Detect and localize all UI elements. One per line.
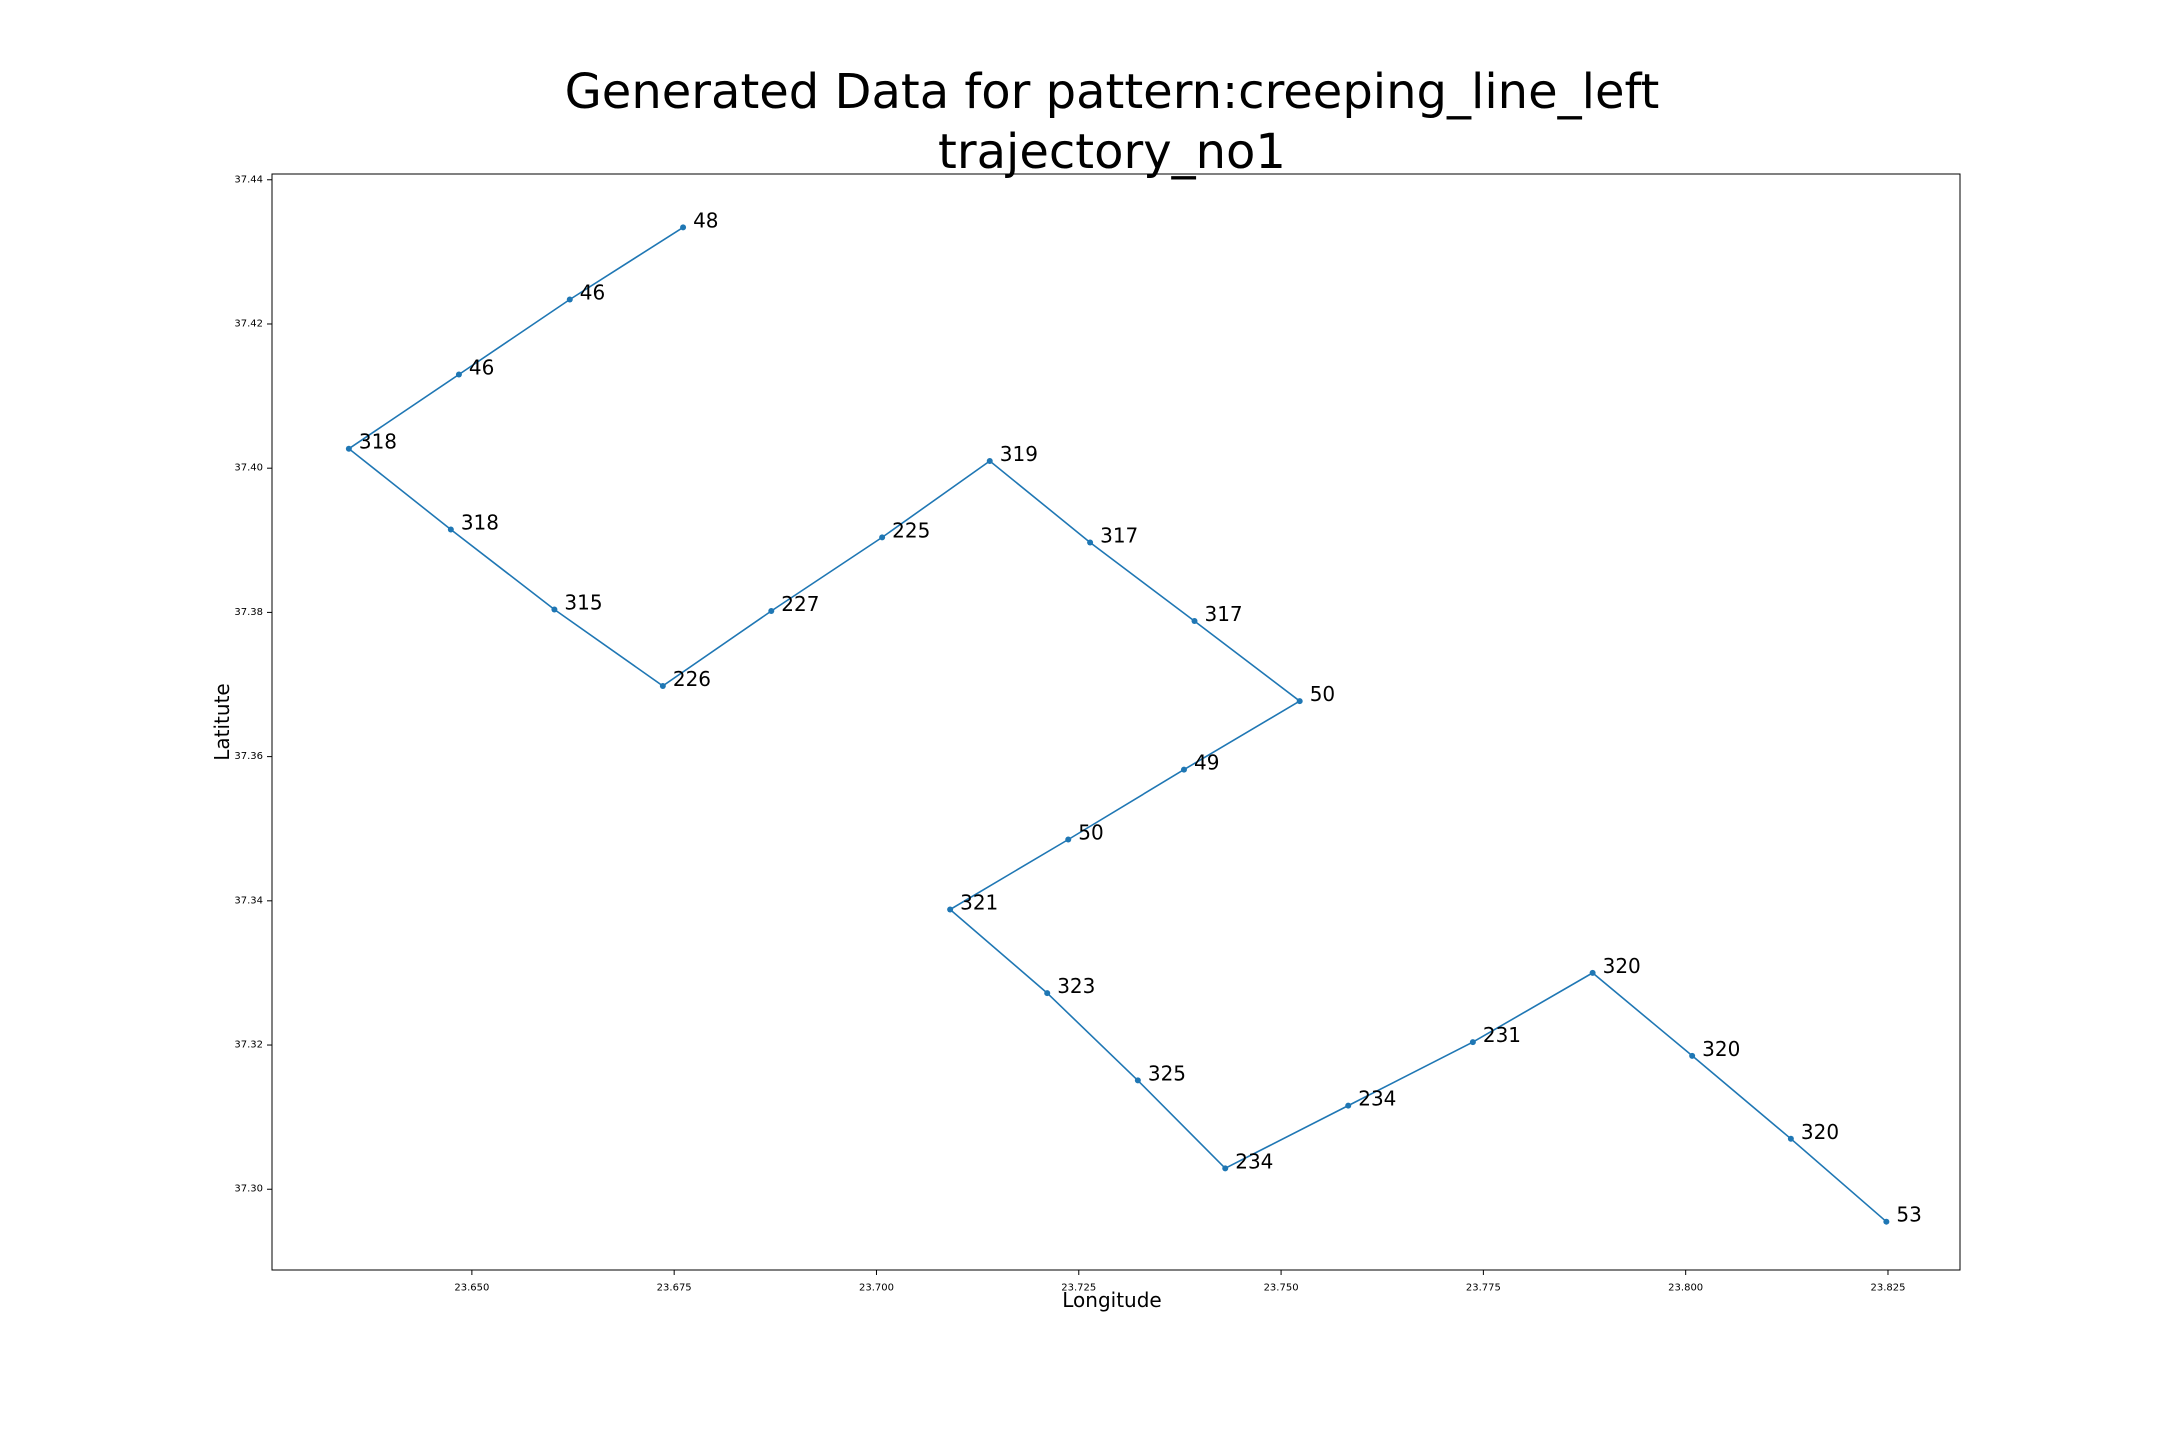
y-tick-label: 37.36 <box>234 751 263 762</box>
trajectory-point-labels: 48 46 46 318 318 315 226 227 225 319 317 317 50 49 50 3… <box>359 208 1922 1226</box>
trajectory-point-label: 321 <box>960 890 998 914</box>
x-tick-label: 23.675 <box>657 1282 692 1293</box>
trajectory-point <box>986 457 993 464</box>
trajectory-point-label: 317 <box>1204 602 1242 626</box>
x-axis-label: Longitude <box>1062 1288 1161 1312</box>
trajectory-point-label: 320 <box>1603 954 1641 978</box>
trajectory-point-label: 46 <box>469 355 494 379</box>
y-tick-label: 37.44 <box>234 174 263 185</box>
trajectory-point-label: 48 <box>693 208 718 232</box>
trajectory-point-label: 227 <box>781 592 819 616</box>
y-tick-label: 37.40 <box>234 463 263 474</box>
trajectory-point-label: 49 <box>1194 751 1219 775</box>
trajectory-point-label: 315 <box>564 591 602 615</box>
trajectory-point-label: 231 <box>1483 1023 1521 1047</box>
trajectory-point <box>1087 539 1094 546</box>
trajectory-point <box>1589 969 1596 976</box>
trajectory-point <box>1180 766 1187 773</box>
trajectory-point <box>447 526 454 533</box>
trajectory-point <box>1689 1052 1696 1059</box>
trajectory-point <box>1191 618 1198 625</box>
trajectory-point-label: 234 <box>1235 1149 1273 1173</box>
trajectory-point-label: 320 <box>1702 1037 1740 1061</box>
trajectory-point <box>455 371 462 378</box>
trajectory-point-label: 226 <box>673 667 711 691</box>
y-tick-label: 37.38 <box>234 607 263 618</box>
chart-title-line-2: trajectory_no1 <box>938 124 1286 180</box>
trajectory-point-label: 53 <box>1896 1203 1921 1227</box>
trajectory-point <box>1044 990 1051 997</box>
trajectory-points <box>345 224 1890 1225</box>
y-tick-label: 37.32 <box>234 1040 263 1051</box>
y-axis-ticks: 37.30 37.32 37.34 37.36 37.38 37.40 37.42 37.44 <box>234 174 272 1195</box>
y-tick-label: 37.34 <box>234 895 263 906</box>
trajectory-point-label: 225 <box>892 518 930 542</box>
trajectory-point <box>345 445 352 452</box>
x-tick-label: 23.775 <box>1466 1282 1501 1293</box>
trajectory-point-label: 320 <box>1801 1120 1839 1144</box>
trajectory-point-label: 318 <box>359 430 397 454</box>
trajectory-point-label: 323 <box>1057 974 1095 998</box>
y-axis-label: Latitute <box>210 683 234 760</box>
x-axis-ticks: 23.650 23.675 23.700 23.725 23.750 23.775 23.8… <box>454 1270 1905 1293</box>
trajectory-point-label: 317 <box>1100 523 1138 547</box>
trajectory-point <box>680 224 687 231</box>
trajectory-point-label: 319 <box>1000 442 1038 466</box>
chart-title-line-1: Generated Data for pattern:creeping_line… <box>565 64 1660 120</box>
trajectory-point-label: 50 <box>1078 821 1103 845</box>
trajectory-point <box>551 606 558 613</box>
trajectory-point <box>1296 698 1303 705</box>
trajectory-point <box>879 534 886 541</box>
trajectory-point <box>1883 1218 1890 1225</box>
trajectory-point-label: 234 <box>1358 1087 1396 1111</box>
x-tick-label: 23.650 <box>454 1282 489 1293</box>
plot-area-frame <box>271 173 1961 1271</box>
x-tick-label: 23.750 <box>1264 1282 1299 1293</box>
y-tick-label: 37.42 <box>234 318 263 329</box>
trajectory-point-label: 318 <box>461 510 499 534</box>
trajectory-point <box>947 906 954 913</box>
trajectory-point <box>566 296 573 303</box>
trajectory-point <box>1469 1039 1476 1046</box>
x-tick-label: 23.700 <box>859 1282 894 1293</box>
trajectory-point <box>768 607 775 614</box>
trajectory-point <box>1134 1077 1141 1084</box>
y-tick-label: 37.30 <box>234 1184 263 1195</box>
trajectory-point <box>1222 1165 1229 1172</box>
x-tick-label: 23.825 <box>1870 1282 1905 1293</box>
trajectory-point <box>1787 1135 1794 1142</box>
trajectory-point <box>1345 1102 1352 1109</box>
x-tick-label: 23.800 <box>1668 1282 1703 1293</box>
trajectory-point-label: 50 <box>1310 682 1335 706</box>
trajectory-point-label: 46 <box>580 280 605 304</box>
x-tick-label: 23.725 <box>1061 1282 1096 1293</box>
trajectory-point <box>659 682 666 689</box>
trajectory-point-label: 325 <box>1148 1061 1186 1085</box>
trajectory-point <box>1065 836 1072 843</box>
